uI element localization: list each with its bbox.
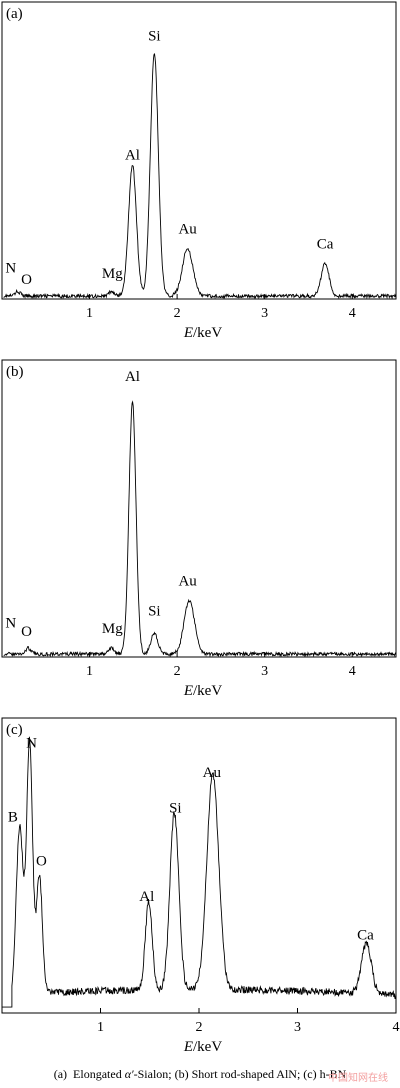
panel-b-tick-label-4: 4: [349, 664, 356, 679]
panel-a-label: (a): [6, 6, 23, 22]
panel-b-spectrum-line: [3, 400, 397, 658]
panel-c-peak-label-o: O: [36, 854, 47, 870]
panel-c-spectrum-line: [2, 736, 397, 1008]
panel-c-tick-label-4: 4: [393, 1020, 400, 1035]
caption-label-a: (a): [53, 1067, 68, 1081]
panel-a-peak-label-n: N: [5, 260, 16, 276]
panel-a-peak-label-ca: Ca: [317, 237, 334, 253]
panel-c-peak-label-au: Au: [203, 765, 222, 781]
panel-a-tick-label-2: 2: [174, 306, 181, 321]
figure-caption: (a) Elongated α′-Sialon; (b) Short rod-s…: [0, 1066, 400, 1082]
caption-text-pre: Elongated: [73, 1067, 125, 1081]
panel-c-frame: [1, 717, 397, 1014]
panel-a-tick-label-1: 1: [86, 306, 93, 321]
panel-b-peak-label-au: Au: [178, 574, 197, 590]
panel-a-tick-label-3: 3: [261, 306, 268, 321]
panel-b-peak-label-si: Si: [148, 603, 161, 619]
panel-c-peak-label-ca: Ca: [357, 927, 374, 943]
panel-a-peak-label-au: Au: [178, 222, 197, 238]
panel-a-frame: [1, 1, 397, 300]
panel-b-label: (b): [6, 364, 24, 380]
spectrum-panel-b: 1 2 3 4 (b) E/keV NO Mg Al Si Au: [1, 359, 397, 699]
panel-a-tick-label-4: 4: [349, 306, 356, 321]
spectrum-panel-a: 1 2 3 4 (a) E/keV NO Mg Al Si Au Ca: [1, 1, 397, 341]
panel-b-frame: [1, 359, 397, 658]
panel-b-peak-label-al: Al: [125, 369, 140, 385]
panel-b-tick-label-2: 2: [174, 664, 181, 679]
panel-c-tick-label-3: 3: [294, 1020, 301, 1035]
panel-c-label: (c): [6, 722, 23, 738]
panel-b-peak-label-o: O: [21, 624, 32, 640]
caption-alpha: α′: [124, 1067, 134, 1081]
panel-b-peak-label-mg: Mg: [102, 621, 123, 637]
panel-c-tick-label-2: 2: [196, 1020, 203, 1035]
panel-a-peak-label-al: Al: [125, 147, 140, 163]
panel-b-tick-label-1: 1: [86, 664, 93, 679]
panel-b-x-axis-label: E/keV: [183, 683, 222, 699]
panel-a-spectrum-line: [3, 53, 397, 300]
spectrum-panel-c: 1 2 3 4 (c) E/keV B N O Al Si Au Ca: [1, 717, 400, 1055]
panel-c-x-axis-label: E/keV: [183, 1039, 222, 1055]
watermark: 中国知网在线: [328, 1073, 388, 1084]
panel-b-peak-label-n: N: [5, 615, 16, 631]
panel-c-peak-label-si: Si: [169, 800, 182, 816]
caption-text-post: -Sialon; (b) Short rod-shaped AlN; (c) h…: [133, 1067, 347, 1081]
panel-c-tick-label-1: 1: [97, 1020, 104, 1035]
panel-a-peak-label-si: Si: [148, 29, 161, 45]
panel-a-peak-label-mg: Mg: [102, 266, 123, 282]
panel-c-peak-label-n: N: [26, 736, 37, 752]
panel-c-peak-label-al: Al: [139, 889, 154, 905]
panel-c-peak-label-b: B: [8, 809, 18, 825]
panel-a-x-axis-label: E/keV: [183, 325, 222, 341]
panel-a-peak-label-o: O: [21, 272, 32, 288]
panel-b-tick-label-3: 3: [261, 664, 268, 679]
